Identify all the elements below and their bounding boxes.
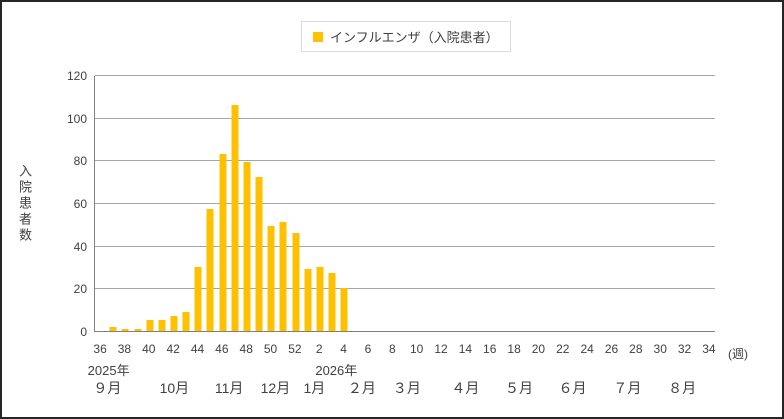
x-tick-label: 18 — [507, 342, 521, 356]
bar-week-47 — [231, 104, 239, 331]
gridline — [95, 288, 715, 290]
bar-week-43 — [182, 311, 190, 331]
bar-week-46 — [219, 153, 227, 331]
y-tick-label: 80 — [73, 154, 87, 169]
x-tick-label: 36 — [93, 342, 107, 356]
gridline — [95, 245, 715, 247]
month-label: ９月 — [93, 380, 122, 396]
y-tick-label: 60 — [73, 197, 87, 211]
year-label: 2026年 — [315, 363, 358, 378]
gridline — [95, 75, 715, 76]
legend: インフルエンザ（入院患者） — [301, 21, 511, 52]
x-axis-line — [95, 331, 715, 332]
gridline — [95, 160, 715, 162]
month-label: ８月 — [668, 380, 697, 396]
y-tick-label: 0 — [80, 325, 87, 339]
legend-color-swatch-icon — [313, 31, 323, 42]
x-tick-label: 12 — [434, 342, 448, 356]
bar-week-45 — [206, 209, 214, 331]
month-label: ４月 — [451, 380, 480, 396]
bar-week-38 — [121, 328, 129, 331]
month-label: ７月 — [613, 380, 642, 396]
bar-week-49 — [255, 177, 263, 331]
gridline — [95, 203, 715, 204]
month-label: 11月 — [214, 380, 244, 396]
bar-week-39 — [134, 328, 142, 331]
x-tick-label: 2 — [315, 342, 323, 356]
x-tick-label: 14 — [458, 342, 473, 356]
gridline — [95, 117, 715, 119]
bar-week-44 — [194, 267, 202, 331]
year-label: 2025年 — [87, 363, 130, 378]
x-tick-label: 10 — [409, 342, 424, 356]
bar-week-40 — [146, 320, 154, 331]
month-label: ３月 — [392, 380, 421, 396]
plot-area — [94, 75, 715, 332]
y-axis-tick-labels: 0 20 40 60 80 100 120 — [42, 69, 87, 339]
x-tick-label: 8 — [388, 342, 396, 356]
x-tick-label: 4 — [340, 342, 347, 356]
y-tick-label: 20 — [73, 282, 87, 297]
bar-week-48 — [243, 162, 251, 331]
x-tick-label: 50 — [263, 342, 278, 356]
x-tick-label: 30 — [653, 342, 667, 356]
x-tick-label: 38 — [117, 342, 132, 356]
bar-week-37 — [109, 326, 117, 331]
x-tick-label: 16 — [483, 342, 497, 356]
x-axis-unit-label: (週) — [728, 347, 748, 361]
x-tick-label: 40 — [142, 342, 156, 356]
x-tick-label: 24 — [580, 342, 594, 356]
y-tick-label: 100 — [66, 111, 87, 126]
x-tick-label: 6 — [364, 342, 372, 356]
bar-week-3 — [328, 273, 336, 331]
bar-week-41 — [158, 320, 166, 331]
y-tick-label: 40 — [73, 239, 87, 254]
bar-week-52 — [292, 232, 300, 331]
y-axis-title: 入院患者数 — [17, 164, 32, 244]
bar-week-50 — [267, 226, 275, 331]
month-label: 10月 — [159, 380, 190, 396]
bar-week-1 — [304, 269, 312, 331]
x-tick-label: 28 — [629, 342, 643, 356]
x-tick-label: 42 — [166, 342, 180, 356]
month-label: 12月 — [260, 380, 291, 396]
y-tick-label: 120 — [66, 69, 87, 83]
bar-week-2 — [316, 267, 324, 331]
month-label: 1月 — [303, 380, 326, 396]
month-label: ２月 — [347, 380, 376, 396]
x-tick-label: 34 — [702, 342, 716, 356]
x-tick-label: 44 — [190, 342, 205, 356]
month-label: ５月 — [504, 380, 533, 396]
bar-week-42 — [170, 316, 178, 331]
x-axis-year-labels: 2025年 2026年 — [88, 360, 715, 378]
bar-week-51 — [279, 222, 287, 331]
x-tick-label: 32 — [677, 342, 692, 356]
x-tick-label: 48 — [239, 342, 253, 356]
x-tick-label: 52 — [288, 342, 302, 356]
bar-week-4 — [340, 288, 348, 331]
x-tick-label: 26 — [604, 342, 619, 356]
legend-label: インフルエンザ（入院患者） — [330, 30, 499, 45]
x-tick-label: 22 — [556, 342, 570, 356]
x-tick-label: 46 — [215, 342, 229, 356]
x-axis-month-labels: ９月 10月 11月 12月 1月 ２月 ３月 ４月 ５月 ６月 ７月 ８月 — [93, 378, 715, 396]
x-axis-week-tick-labels: 36 38 40 42 44 46 48 50 52 2 4 6 8 10 12 14 16 18 20 22 24 26… — [93, 342, 716, 356]
x-tick-label: 20 — [531, 342, 546, 356]
month-label: ６月 — [558, 380, 587, 396]
